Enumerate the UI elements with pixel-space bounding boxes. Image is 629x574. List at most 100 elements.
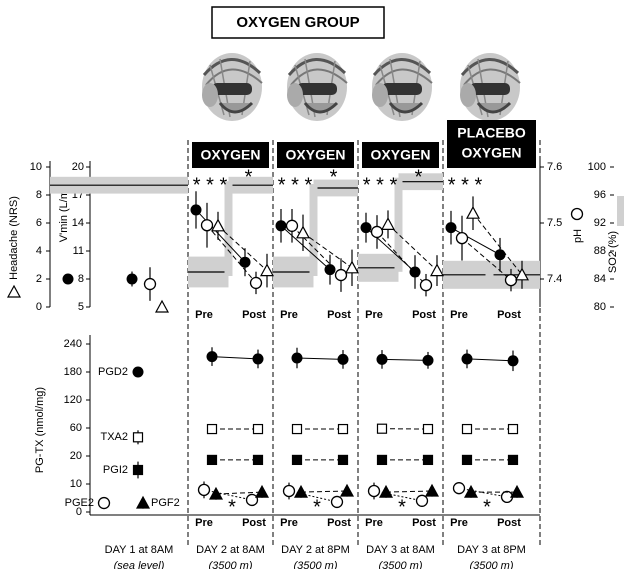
altitude-label: (3500 m) <box>208 560 252 569</box>
significance: * <box>330 166 338 188</box>
y-tick-label: 10 <box>30 161 42 173</box>
y-tick-label: 2 <box>36 273 42 285</box>
y-tick-label: 14 <box>72 217 84 229</box>
marker <box>339 425 348 434</box>
day-label: DAY 3 at 8PM <box>457 544 526 556</box>
significance: * <box>313 496 321 518</box>
banner-text: OXYGEN <box>462 145 522 161</box>
marker <box>372 226 383 237</box>
marker <box>208 425 217 434</box>
marker <box>463 455 472 464</box>
marker <box>256 486 268 497</box>
banner-text: OXYGEN <box>371 147 431 163</box>
axis-title: SO2 (%) <box>607 231 619 273</box>
marker <box>251 277 262 288</box>
marker <box>8 286 20 297</box>
significance: * <box>415 166 423 188</box>
subject-photo <box>275 45 355 125</box>
marker <box>325 264 336 275</box>
marker <box>63 274 74 285</box>
phase-label: Pre <box>365 517 383 529</box>
marker <box>336 270 347 281</box>
marker <box>454 483 465 494</box>
marker <box>423 355 434 366</box>
marker <box>338 354 349 365</box>
banner-text: OXYGEN <box>286 147 346 163</box>
y-tick-label: 11 <box>73 245 84 257</box>
marker <box>424 425 433 434</box>
marker <box>240 257 251 268</box>
marker <box>509 455 518 464</box>
so2-connector <box>310 184 318 276</box>
altitude-label: (sea level) <box>114 560 165 569</box>
y-tick-label: 6 <box>36 217 42 229</box>
day-label: DAY 3 at 8AM <box>366 544 435 556</box>
y-tick-label: 120 <box>64 394 82 406</box>
marker <box>572 209 583 220</box>
subject-photo <box>190 45 270 125</box>
y-tick-label: 60 <box>70 422 82 434</box>
marker <box>254 425 263 434</box>
y-tick-label: 20 <box>72 161 84 173</box>
marker <box>361 222 372 233</box>
marker <box>446 222 457 233</box>
so2-connector <box>486 271 494 279</box>
significance: * * * <box>193 174 228 196</box>
y-tick-label: 10 <box>70 478 82 490</box>
significance: * * * <box>363 174 398 196</box>
y-tick-label: 7.5 <box>547 217 562 229</box>
page: OXYGEN GROUP DAY 1 at 8AM (sea level) OXYG… <box>0 0 629 569</box>
significance: * <box>483 496 491 518</box>
phase-label: Post <box>497 309 521 321</box>
y-tick-label: 7.6 <box>547 161 562 173</box>
axis-title: Headache (NRS) <box>8 196 20 280</box>
connector <box>212 357 258 359</box>
y-tick-label: 96 <box>594 189 606 201</box>
marker <box>293 425 302 434</box>
marker <box>137 497 149 508</box>
marker <box>410 267 421 278</box>
banner-text: PLACEBO <box>457 125 526 141</box>
marker <box>134 433 143 442</box>
figure-title: OXYGEN GROUP <box>236 14 359 31</box>
marker <box>127 274 138 285</box>
row-label: PGD2 <box>98 366 128 378</box>
phase-label: Post <box>497 517 521 529</box>
marker <box>341 485 353 496</box>
marker <box>145 279 156 290</box>
phase-label: Pre <box>280 309 298 321</box>
row-label: PGE2 <box>65 497 94 509</box>
phase-label: Pre <box>195 517 213 529</box>
y-tick-label: 7.4 <box>547 273 562 285</box>
y-tick-label: 4 <box>36 245 42 257</box>
marker <box>212 220 224 231</box>
significance: * <box>245 166 253 188</box>
marker <box>421 280 432 291</box>
y-tick-label: 5 <box>78 301 84 313</box>
marker <box>293 455 302 464</box>
significance: * <box>398 496 406 518</box>
marker <box>495 249 506 260</box>
y-tick-label: 8 <box>78 273 84 285</box>
marker <box>339 455 348 464</box>
day-label: DAY 1 at 8AM <box>105 544 174 556</box>
marker <box>424 455 433 464</box>
marker <box>247 494 258 505</box>
y-tick-label: 92 <box>594 217 606 229</box>
row-label: PGF2 <box>151 497 180 509</box>
phase-label: Pre <box>450 309 468 321</box>
day-label: DAY 2 at 8AM <box>196 544 265 556</box>
marker <box>382 218 394 229</box>
banner-text: OXYGEN <box>201 147 261 163</box>
marker <box>276 220 287 231</box>
connector <box>382 359 428 360</box>
altitude-label: (3500 m) <box>293 560 337 569</box>
phase-label: Pre <box>450 517 468 529</box>
marker <box>462 353 473 364</box>
marker <box>508 355 519 366</box>
marker <box>426 485 438 496</box>
phase-label: Pre <box>280 517 298 529</box>
marker <box>292 353 303 364</box>
y-tick-label: 84 <box>594 273 606 285</box>
marker <box>133 367 144 378</box>
